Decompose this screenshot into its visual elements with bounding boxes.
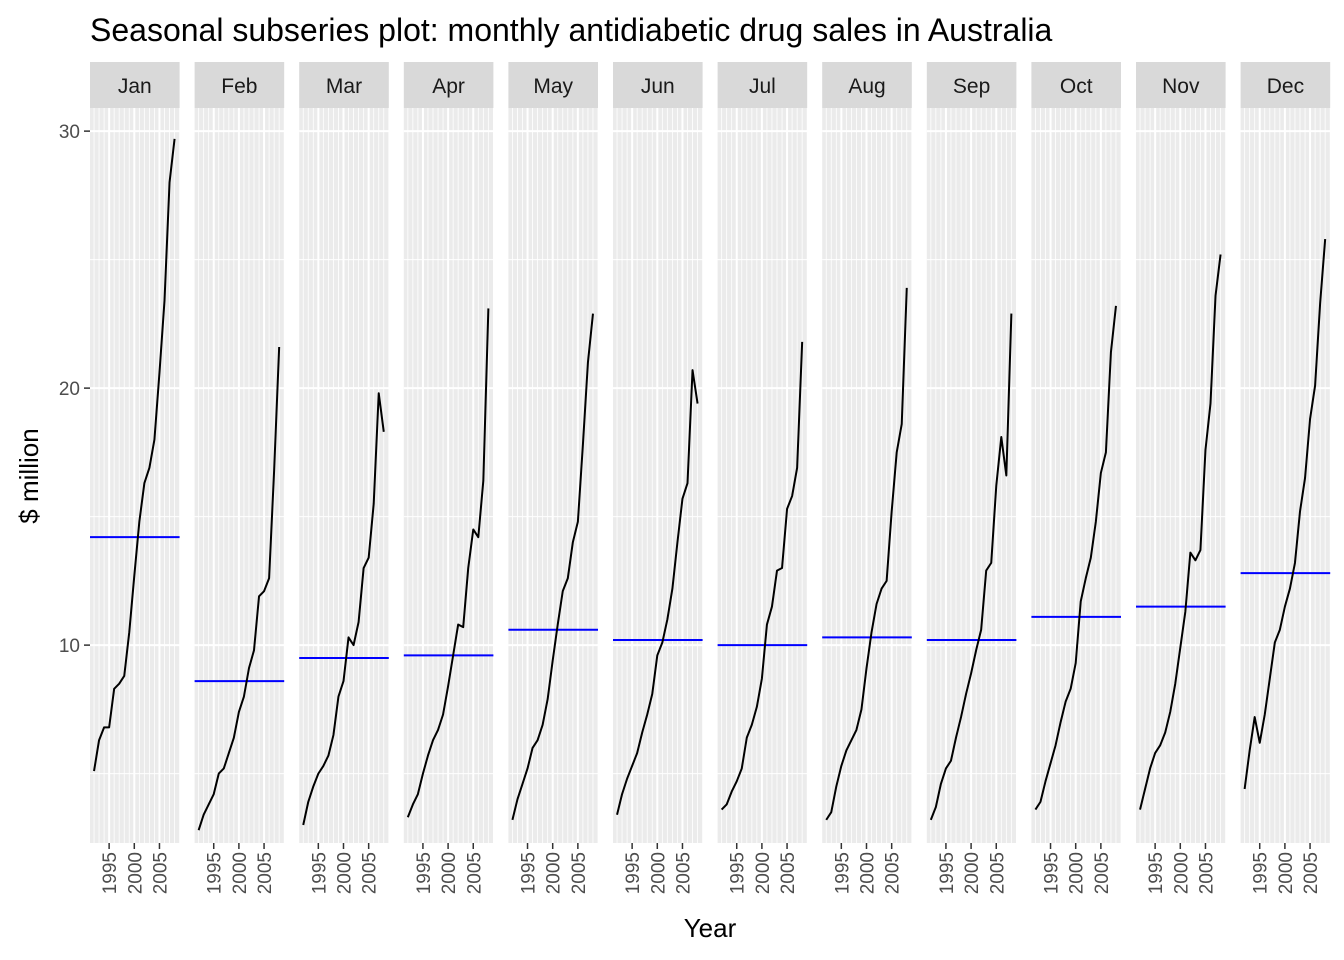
x-tick-label: 2005 bbox=[1092, 852, 1113, 894]
facet-nov: Nov 1995 2000 2005 bbox=[1136, 62, 1226, 894]
strip-label-jun: Jun bbox=[641, 75, 675, 98]
y-tick-label: 10 bbox=[59, 636, 80, 657]
series-line-jul bbox=[720, 341, 804, 811]
x-tick-label: 2005 bbox=[255, 852, 276, 894]
x-tick-label: 2005 bbox=[150, 852, 171, 894]
x-tick-label: 2000 bbox=[753, 852, 774, 894]
y-tick-label: 30 bbox=[59, 122, 80, 143]
series-line-may bbox=[511, 313, 594, 821]
strip-mar bbox=[299, 62, 389, 108]
x-tick-label: 1995 bbox=[623, 852, 644, 894]
strip-label-apr: Apr bbox=[432, 75, 465, 98]
series-line-oct bbox=[1034, 305, 1117, 811]
x-tick-label: 2005 bbox=[1196, 852, 1217, 894]
x-tick-label: 2000 bbox=[125, 852, 146, 894]
x-tick-label: 1995 bbox=[728, 852, 749, 894]
strip-oct bbox=[1031, 62, 1121, 108]
x-tick-label: 1995 bbox=[832, 852, 853, 894]
strip-label-feb: Feb bbox=[221, 75, 257, 98]
facet-jun: Jun 1995 2000 2005 bbox=[613, 62, 703, 894]
x-tick-label: 1995 bbox=[1251, 852, 1272, 894]
chart-title: Seasonal subseries plot: monthly antidia… bbox=[90, 12, 1053, 48]
facet-may: May 1995 2000 2005 bbox=[508, 62, 599, 894]
strip-label-nov: Nov bbox=[1162, 75, 1200, 98]
series-line-nov bbox=[1139, 254, 1222, 810]
strip-jun bbox=[613, 62, 703, 108]
y-tick-label: 20 bbox=[59, 379, 80, 400]
x-tick-label: 2005 bbox=[987, 852, 1008, 894]
facet-aug: Aug 1995 2000 2005 bbox=[822, 62, 913, 894]
facet-sep: Sep 1995 2000 2005 bbox=[926, 62, 1017, 894]
strip-label-jan: Jan bbox=[118, 75, 152, 98]
strip-apr bbox=[403, 62, 494, 108]
facet-dec: Dec 1995 2000 2005 bbox=[1240, 62, 1331, 894]
x-tick-label: 1995 bbox=[519, 852, 540, 894]
x-tick-label: 2000 bbox=[1171, 852, 1192, 894]
x-tick-label: 2000 bbox=[648, 852, 669, 894]
facet-jan: Jan 1995 2000 2005 bbox=[90, 62, 181, 894]
x-tick-label: 2000 bbox=[858, 852, 879, 894]
strip-feb bbox=[194, 62, 285, 108]
x-tick-label: 2005 bbox=[778, 852, 799, 894]
strip-jan bbox=[90, 62, 180, 108]
series-line-mar bbox=[302, 392, 385, 826]
x-tick-label: 1995 bbox=[100, 852, 121, 894]
strip-label-jul: Jul bbox=[749, 75, 776, 98]
series-line-sep bbox=[929, 313, 1013, 821]
series-line-apr bbox=[406, 308, 490, 818]
x-tick-label: 1995 bbox=[1146, 852, 1167, 894]
facet-feb: Feb 1995 2000 2005 bbox=[194, 62, 285, 894]
strip-jul bbox=[717, 62, 808, 108]
strip-label-sep: Sep bbox=[953, 75, 990, 98]
series-line-dec bbox=[1243, 238, 1327, 790]
strip-label-mar: Mar bbox=[326, 75, 362, 98]
x-tick-label: 2005 bbox=[883, 852, 904, 894]
x-tick-label: 2000 bbox=[335, 852, 356, 894]
series-line-jan bbox=[93, 138, 176, 772]
strip-label-dec: Dec bbox=[1267, 75, 1304, 98]
facet-oct: Oct 1995 2000 2005 bbox=[1031, 62, 1122, 894]
strip-aug bbox=[822, 62, 912, 108]
x-tick-label: 2000 bbox=[439, 852, 460, 894]
x-tick-label: 1995 bbox=[205, 852, 226, 894]
y-axis: 10 20 30 bbox=[59, 122, 90, 657]
strip-may bbox=[508, 62, 598, 108]
x-tick-label: 2005 bbox=[673, 852, 694, 894]
x-tick-label: 2000 bbox=[230, 852, 251, 894]
series-line-jun bbox=[616, 369, 699, 815]
x-tick-label: 2005 bbox=[569, 852, 590, 894]
facet-jul: Jul 1995 2000 2005 bbox=[717, 62, 808, 894]
x-tick-label: 1995 bbox=[1042, 852, 1063, 894]
strip-label-may: May bbox=[533, 75, 573, 98]
x-axis-title: Year bbox=[684, 913, 737, 943]
strip-label-oct: Oct bbox=[1060, 75, 1093, 98]
facet-mar: Mar 1995 2000 2005 bbox=[299, 62, 390, 894]
x-tick-label: 2005 bbox=[360, 852, 381, 894]
x-tick-label: 2005 bbox=[464, 852, 485, 894]
x-tick-label: 2000 bbox=[1276, 852, 1297, 894]
strip-sep bbox=[926, 62, 1017, 108]
x-tick-label: 1995 bbox=[937, 852, 958, 894]
x-tick-label: 2000 bbox=[1067, 852, 1088, 894]
x-tick-label: 1995 bbox=[414, 852, 435, 894]
x-tick-label: 1995 bbox=[309, 852, 330, 894]
x-tick-label: 2005 bbox=[1301, 852, 1322, 894]
x-tick-label: 2000 bbox=[962, 852, 983, 894]
x-tick-label: 2000 bbox=[544, 852, 565, 894]
strip-label-aug: Aug bbox=[848, 75, 885, 98]
strip-dec bbox=[1240, 62, 1331, 108]
series-line-aug bbox=[825, 287, 908, 821]
strip-nov bbox=[1136, 62, 1226, 108]
facet-apr: Apr 1995 2000 2005 bbox=[403, 62, 494, 894]
series-line-feb bbox=[197, 346, 281, 831]
y-axis-title: $ million bbox=[14, 428, 44, 523]
